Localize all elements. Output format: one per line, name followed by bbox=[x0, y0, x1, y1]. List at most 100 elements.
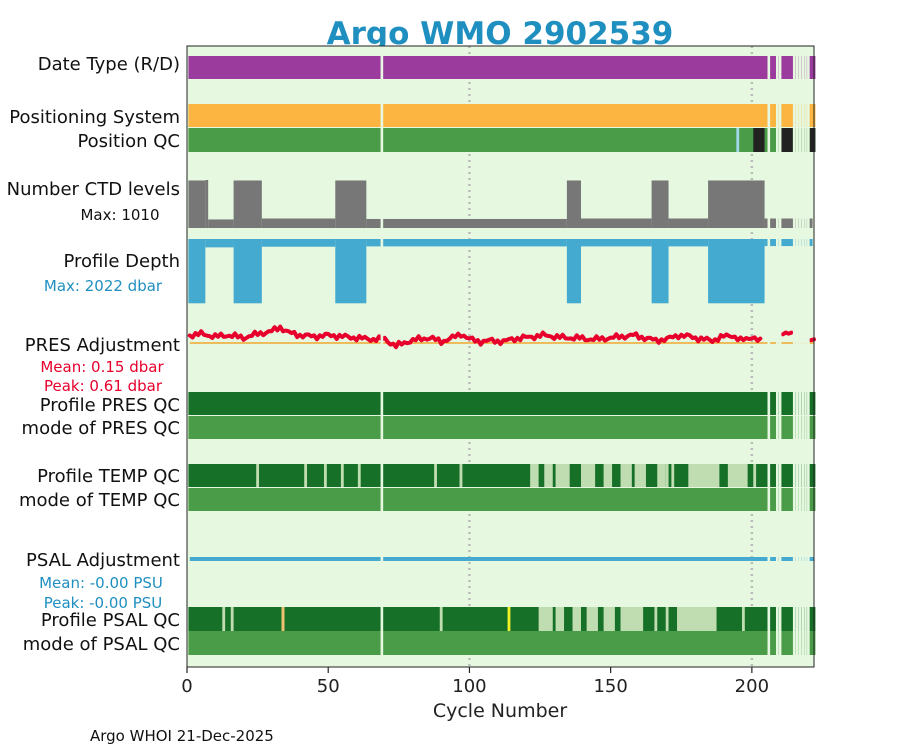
positioning-system-bar bbox=[188, 104, 816, 127]
x-tick-label-150: 150 bbox=[593, 676, 627, 697]
position-qc-good bbox=[188, 128, 816, 152]
temp-qc-light bbox=[603, 464, 613, 487]
label-psal-adj: PSAL Adjustment bbox=[26, 550, 180, 571]
psal-qc-mode bbox=[188, 631, 816, 655]
missing-cycle-gaps bbox=[380, 50, 810, 664]
psal-peak-label: Peak: -0.00 PSU bbox=[44, 594, 163, 612]
position-qc-bar bbox=[188, 128, 816, 152]
position-qc-black bbox=[753, 128, 765, 152]
label-pres-mode: mode of PRES QC bbox=[22, 418, 180, 439]
temp-qc-mode bbox=[188, 488, 816, 511]
label-ctd: Number CTD levels bbox=[7, 179, 180, 200]
pres-peak-label: Peak: 0.61 dbar bbox=[44, 377, 163, 395]
temp-qc-light bbox=[727, 464, 748, 487]
psal-qc-light bbox=[665, 607, 669, 631]
psal-qc-light bbox=[677, 607, 717, 631]
label-pres-adj: PRES Adjustment bbox=[25, 335, 180, 356]
depth-bar-6 bbox=[566, 239, 581, 304]
data-type-segment bbox=[188, 56, 816, 79]
ctd-bar-1 bbox=[205, 180, 209, 228]
temp-qc-light bbox=[671, 464, 675, 487]
temp-qc-light bbox=[459, 464, 463, 487]
temp-qc-light bbox=[688, 464, 720, 487]
depth-bar-5 bbox=[366, 239, 567, 247]
depth-bar-10 bbox=[708, 239, 765, 304]
ctd-bar-0 bbox=[188, 180, 206, 228]
psal-qc-light bbox=[654, 607, 658, 631]
temp-qc-profile bbox=[188, 464, 816, 487]
gap-cycle-219 bbox=[804, 50, 807, 664]
positioning-segment bbox=[188, 104, 816, 127]
gap-cycle-210 bbox=[778, 50, 782, 664]
temp-qc-light bbox=[544, 464, 553, 487]
temp-qc-light bbox=[620, 464, 632, 487]
depth-bar-9 bbox=[668, 239, 709, 247]
temp-qc-light bbox=[323, 464, 327, 487]
row-labels: Date Type (R/D) Positioning System Posit… bbox=[7, 54, 180, 655]
psal-qc-light bbox=[572, 607, 581, 631]
temp-qc-light bbox=[657, 464, 666, 487]
label-depth: Profile Depth bbox=[63, 251, 180, 272]
psal-qc-yellow bbox=[507, 607, 511, 631]
depth-bar-1 bbox=[205, 239, 234, 248]
pres-qc-profile bbox=[188, 392, 816, 415]
depth-bar-8 bbox=[651, 239, 669, 304]
ctd-bar-7 bbox=[566, 180, 581, 228]
temp-qc-light bbox=[753, 464, 757, 487]
temp-qc-light bbox=[530, 464, 539, 487]
ctd-bar-12 bbox=[764, 218, 813, 228]
ctd-bar-4 bbox=[261, 218, 336, 228]
gap-cycle-220 bbox=[807, 50, 810, 664]
psal-mean-label: Mean: -0.00 PSU bbox=[39, 574, 163, 592]
data-type-bar bbox=[188, 56, 816, 79]
temp-qc-light bbox=[665, 464, 669, 487]
label-positioning: Positioning System bbox=[9, 107, 180, 128]
pres-adjustment-series bbox=[187, 324, 816, 350]
gap-cycle-209 bbox=[775, 50, 779, 664]
temp-qc-light bbox=[256, 464, 260, 487]
depth-bar-4 bbox=[335, 239, 367, 304]
pres-series-line-0 bbox=[187, 324, 763, 350]
ctd-bar-3 bbox=[233, 180, 262, 228]
psal-qc-light bbox=[538, 607, 553, 631]
position-qc-black bbox=[781, 128, 793, 152]
label-pres-qc: Profile PRES QC bbox=[40, 395, 180, 416]
gap-cycle-215 bbox=[792, 50, 796, 664]
ctd-bar-8 bbox=[580, 218, 652, 228]
psal-qc-light bbox=[230, 607, 234, 631]
label-position-qc: Position QC bbox=[77, 131, 180, 152]
depth-bar-3 bbox=[261, 239, 336, 247]
temp-qc-light bbox=[634, 464, 646, 487]
label-psal-mode: mode of PSAL QC bbox=[23, 634, 180, 655]
pres-mean-label: Mean: 0.15 dbar bbox=[40, 358, 164, 376]
psal-qc-light bbox=[586, 607, 598, 631]
x-tick-label-0: 0 bbox=[181, 676, 192, 697]
psal-qc-light bbox=[603, 607, 615, 631]
psal-qc-light bbox=[222, 607, 226, 631]
footer-credit: Argo WHOI 21-Dec-2025 bbox=[90, 727, 274, 745]
x-tick-label-200: 200 bbox=[735, 676, 769, 697]
temp-qc-light bbox=[340, 464, 344, 487]
psal-qc-orange bbox=[281, 607, 285, 631]
ctd-bar-10 bbox=[668, 218, 709, 228]
pres-series-line-1 bbox=[780, 330, 794, 337]
gap-cycle-206 bbox=[767, 50, 771, 664]
gap-cycle-217 bbox=[798, 50, 802, 664]
depth-bar-2 bbox=[233, 239, 262, 304]
psal-qc-light bbox=[741, 607, 745, 631]
temp-qc-light bbox=[357, 464, 361, 487]
depth-bar-7 bbox=[580, 239, 652, 247]
gap-cycle-218 bbox=[801, 50, 805, 664]
temp-qc-light bbox=[580, 464, 596, 487]
psal-qc-light bbox=[620, 607, 644, 631]
label-psal-qc: Profile PSAL QC bbox=[41, 610, 180, 631]
depth-bar-0 bbox=[188, 239, 206, 304]
pres-qc-bars bbox=[188, 392, 816, 439]
ctd-bar-5 bbox=[335, 180, 367, 228]
ctd-bar-9 bbox=[651, 180, 669, 228]
temp-qc-light bbox=[304, 464, 308, 487]
x-tick-label-50: 50 bbox=[317, 676, 340, 697]
psal-qc-light bbox=[439, 607, 443, 631]
profile-depth-bars bbox=[188, 239, 813, 304]
